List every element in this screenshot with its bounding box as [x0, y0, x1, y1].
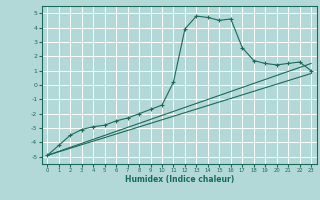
- X-axis label: Humidex (Indice chaleur): Humidex (Indice chaleur): [124, 175, 234, 184]
